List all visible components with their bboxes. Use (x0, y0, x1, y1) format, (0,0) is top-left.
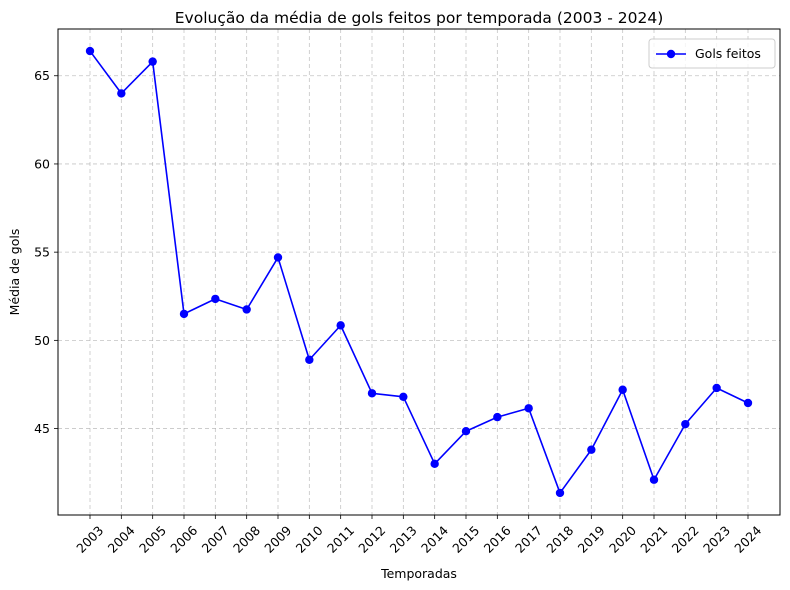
data-point (493, 412, 502, 422)
data-point (524, 404, 533, 413)
x-tick-label: 2023 (700, 523, 733, 556)
x-tick-label: 2007 (199, 523, 232, 556)
data-point (618, 385, 627, 394)
series-layer (85, 46, 753, 498)
data-point (430, 459, 439, 469)
chart-title: Evolução da média de gols feitos por tem… (175, 9, 664, 27)
plot-area-frame (57, 28, 781, 516)
data-point (211, 294, 220, 304)
data-point (743, 398, 753, 408)
data-point (555, 488, 565, 498)
data-point (148, 57, 157, 66)
x-tick-label: 2010 (293, 523, 326, 556)
data-point (712, 383, 721, 393)
x-tick-label: 2011 (324, 523, 357, 556)
data-point (336, 321, 345, 330)
x-tick-label: 2014 (418, 523, 451, 556)
data-point (85, 46, 95, 56)
series-line-gols-feitos (89, 50, 749, 494)
y-tick-label: 45 (34, 421, 50, 436)
x-tick-label: 2008 (230, 523, 263, 556)
x-tick-label: 2017 (512, 523, 545, 556)
x-tick-label: 2013 (387, 523, 420, 556)
data-point (242, 305, 251, 314)
data-point (367, 389, 377, 398)
data-point (117, 89, 126, 98)
legend-marker-swatch (666, 49, 676, 59)
x-tick-label: 2015 (449, 523, 482, 556)
legend-box (648, 38, 776, 69)
grid (58, 29, 780, 515)
x-tick-label: 2004 (105, 523, 138, 556)
x-tick-label: 2022 (669, 523, 702, 556)
x-tick-label: 2012 (355, 523, 388, 556)
x-tick-label: 2003 (73, 523, 106, 556)
x-tick-label: 2005 (136, 523, 169, 556)
y-axis: 45 50 55 60 65 (34, 68, 58, 436)
x-tick-label: 2020 (606, 523, 639, 556)
y-axis-label: Média de gols (7, 229, 22, 316)
legend: Gols feitos (648, 38, 776, 69)
data-point (399, 392, 408, 402)
data-point (179, 309, 189, 319)
y-tick-label: 50 (34, 333, 50, 348)
x-tick-label: 2019 (575, 523, 608, 556)
x-tick-label: 2021 (637, 523, 670, 556)
x-tick-label: 2024 (731, 523, 764, 556)
x-tick-label: 2006 (167, 523, 200, 556)
y-tick-label: 55 (34, 245, 50, 260)
data-point (273, 253, 283, 262)
data-point (681, 419, 690, 429)
x-axis: 2003200420052006200720082009201020112012… (73, 515, 764, 556)
data-point (461, 427, 471, 436)
x-axis-label: Temporadas (380, 566, 457, 581)
x-tick-label: 2016 (481, 523, 514, 556)
x-tick-label: 2009 (261, 523, 294, 556)
legend-label: Gols feitos (695, 46, 761, 61)
x-tick-label: 2018 (543, 523, 576, 556)
data-point (305, 355, 314, 364)
y-tick-label: 65 (34, 68, 50, 83)
y-tick-label: 60 (34, 156, 50, 171)
data-point (649, 475, 659, 484)
data-point (587, 445, 596, 454)
